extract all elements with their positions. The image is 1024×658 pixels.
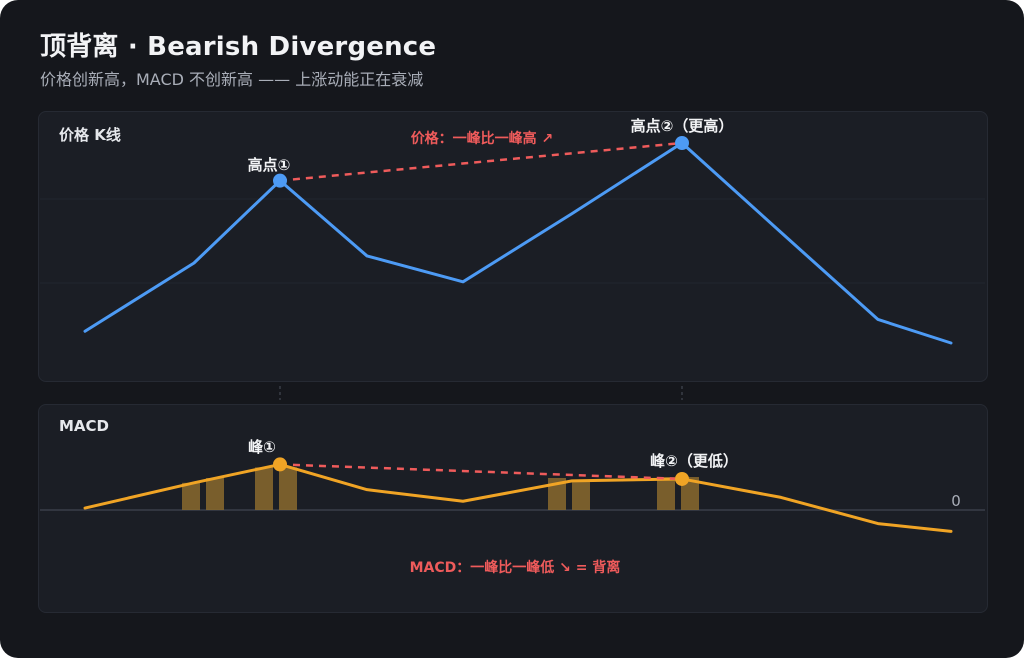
macd-peak2-label: 峰②（更低）	[650, 452, 738, 470]
macd-peak1-label: 峰①	[248, 438, 276, 456]
macd-divergence-label: MACD：一峰比一峰低 ↘ = 背离	[410, 559, 621, 576]
price-peak1-label: 高点①	[248, 156, 291, 174]
macd-histogram-bar	[255, 467, 273, 510]
macd-histogram-bar	[279, 467, 297, 510]
macd-panel-label: MACD	[59, 417, 109, 435]
macd-histogram-bar	[681, 477, 699, 510]
price-peak2-label: 高点②（更高）	[631, 117, 734, 135]
macd-peak2-point	[675, 471, 689, 486]
price-peak1-point	[273, 173, 287, 188]
macd-divergence-line	[279, 463, 683, 481]
page-subtitle: 价格创新高，MACD 不创新高 —— 上涨动能正在衰减	[40, 70, 424, 89]
macd-peak1-point	[273, 457, 287, 472]
price-peak2-point	[675, 136, 689, 150]
macd-zero-label: 0	[951, 492, 961, 510]
page-title: 顶背离 · Bearish Divergence	[40, 32, 437, 62]
price-divergence-label: 价格：一峰比一峰高 ↗	[411, 130, 554, 147]
price-line	[83, 141, 953, 345]
price-divergence-line	[279, 141, 683, 182]
macd-histogram-bar	[206, 477, 224, 510]
price-panel: 价格 K线	[38, 111, 988, 382]
macd-histogram-bar	[182, 482, 200, 510]
macd-line	[83, 462, 953, 533]
macd-histogram-bar	[657, 477, 675, 510]
price-panel-label: 价格 K线	[59, 126, 121, 144]
macd-histogram-bar	[572, 479, 590, 510]
